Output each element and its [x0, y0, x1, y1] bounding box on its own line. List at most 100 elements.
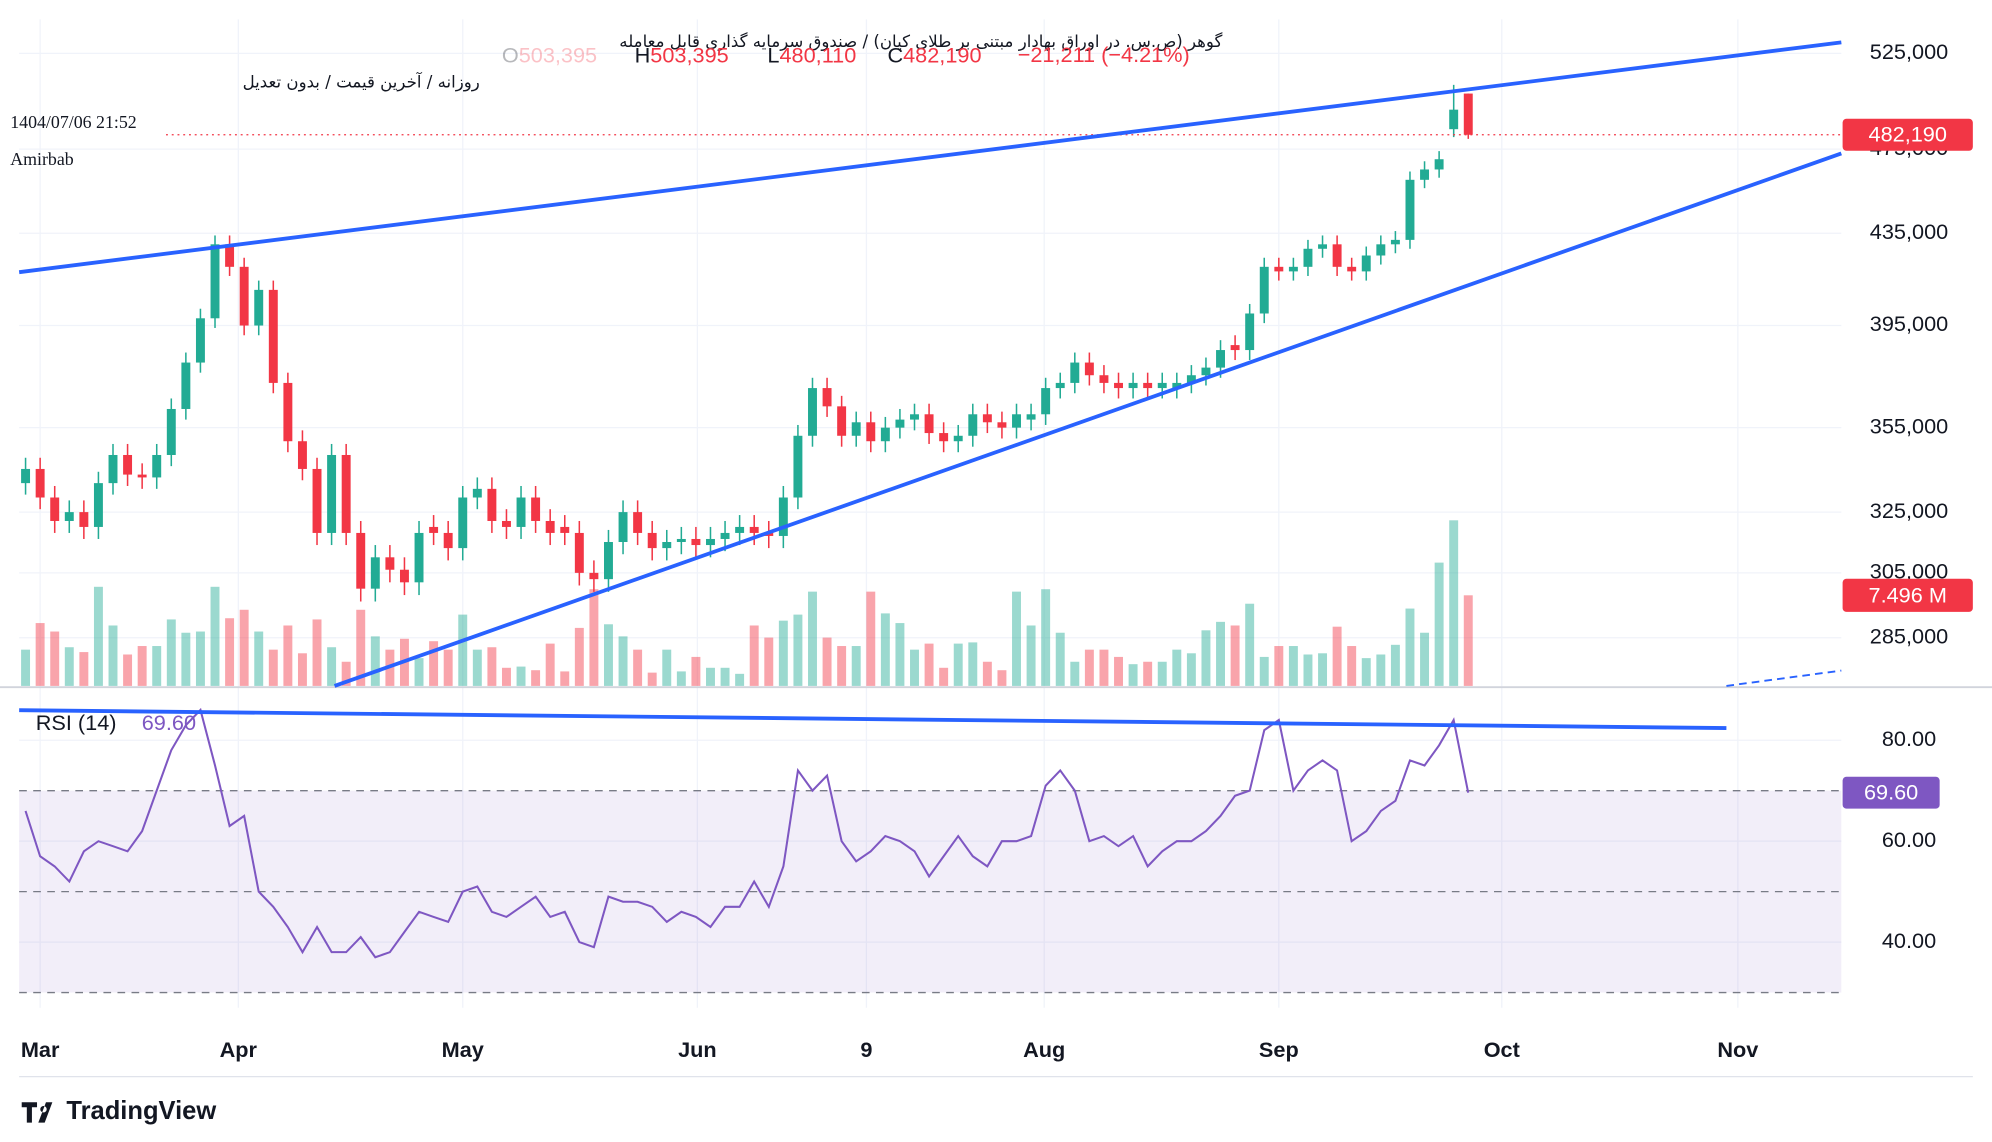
candle-body	[181, 362, 191, 409]
legend-value: 480,110	[779, 42, 856, 67]
legend-value: 482,190	[903, 42, 981, 67]
rsi-value: 69.60	[142, 710, 196, 735]
candle-body	[297, 441, 307, 469]
x-tick-label: Oct	[1484, 1037, 1520, 1062]
candle-body	[327, 454, 337, 533]
candle-body	[50, 497, 60, 521]
volume-bar	[472, 649, 482, 686]
logo: TradingView	[21, 1097, 216, 1125]
volume-bar	[982, 661, 992, 686]
volume-bar	[341, 661, 351, 686]
candle-body	[370, 557, 380, 589]
candle-body	[21, 468, 31, 484]
author: Amirbab	[10, 149, 74, 169]
volume-bar	[1041, 589, 1051, 686]
candle-body	[1449, 109, 1459, 130]
candle-body	[108, 454, 118, 484]
volume-bar	[735, 673, 745, 686]
volume-bar	[837, 646, 847, 686]
volume-bar	[647, 672, 657, 686]
volume-bar	[501, 667, 511, 686]
volume-bar	[123, 654, 133, 686]
volume-bar	[370, 636, 380, 686]
volume-bar	[79, 652, 89, 686]
volume-bar	[225, 618, 235, 686]
plot-layer	[21, 84, 1842, 959]
candle-body	[778, 497, 788, 536]
volume-bar	[1449, 520, 1459, 686]
candle-body	[720, 532, 730, 539]
volume-bar	[822, 637, 832, 686]
candle-body	[152, 454, 162, 478]
volume-bar	[706, 667, 715, 686]
volume-bar	[516, 666, 526, 686]
candle-body	[1201, 367, 1211, 376]
volume-bar	[808, 591, 817, 686]
rsi-tick-label: 60.00	[1882, 827, 1936, 852]
volume-bar	[560, 671, 570, 686]
candle-body	[1332, 244, 1342, 267]
y-tick-label: 435,000	[1870, 219, 1948, 244]
candle-body	[691, 538, 701, 546]
candle-body	[1274, 266, 1284, 272]
volume-bar	[1172, 649, 1182, 686]
rsi-trend-line	[19, 708, 1727, 730]
volume-bar	[1070, 661, 1080, 686]
volume-bar	[1099, 649, 1109, 686]
volume-bar	[924, 643, 934, 686]
candle-body	[706, 538, 715, 546]
volume-bar	[50, 631, 60, 686]
volume-bar	[1201, 630, 1211, 686]
candle-body	[239, 266, 249, 326]
candle-body	[968, 414, 978, 436]
candle-body	[1390, 239, 1400, 245]
subtitle: روزانه / آخرین قیمت / بدون تعدیل	[243, 72, 480, 93]
legend-open: O503,395	[502, 42, 597, 67]
candle-body	[1230, 345, 1240, 351]
candle-body	[356, 532, 366, 589]
price-tags: 482,190 7.496 M 69.60	[1842, 118, 1973, 809]
y-tick-label: 525,000	[1870, 39, 1948, 64]
volume-bar	[910, 649, 919, 686]
volume-bar	[793, 614, 803, 686]
candle-body	[793, 435, 803, 498]
candle-body	[1026, 414, 1036, 420]
candle-body	[574, 532, 584, 573]
candle-body	[414, 532, 424, 583]
volume-bar	[1157, 661, 1167, 686]
volume-bar	[1055, 632, 1065, 686]
candle-body	[1012, 414, 1021, 428]
volume-bar	[181, 632, 191, 686]
candle-body	[1070, 362, 1080, 383]
candle-body	[808, 388, 817, 436]
candle-body	[1186, 375, 1196, 383]
volume-bar	[880, 613, 890, 686]
volume-bar	[1114, 656, 1123, 686]
legend-letter: C	[887, 42, 903, 67]
volume-bar	[152, 646, 162, 686]
volume-bar	[939, 667, 949, 686]
candle-body	[953, 435, 963, 442]
candle-body	[1245, 313, 1255, 351]
x-tick-label: May	[442, 1037, 484, 1062]
volume-bar	[749, 625, 759, 686]
volume-bar	[1390, 644, 1400, 686]
legend-low: L480,110	[767, 42, 856, 67]
volume-bar	[574, 627, 584, 686]
volume-bar	[1186, 653, 1196, 686]
candle-body	[662, 542, 672, 549]
volume-tag-label: 7.496 M	[1869, 582, 1947, 607]
volume-bar	[1143, 661, 1153, 686]
rsi-tick-label: 80.00	[1882, 726, 1936, 751]
volume-bar	[997, 670, 1007, 686]
volume-bar	[1332, 626, 1342, 686]
volume-bar	[1012, 591, 1021, 686]
candle-body	[1114, 382, 1123, 389]
candle-body	[1376, 244, 1386, 256]
volume-bar	[35, 623, 45, 686]
x-tick-label: Aug	[1023, 1037, 1065, 1062]
candle-body	[749, 526, 759, 533]
rsi-tag-label: 69.60	[1864, 780, 1918, 805]
volume-bar	[589, 589, 599, 686]
candle-body	[254, 289, 264, 326]
